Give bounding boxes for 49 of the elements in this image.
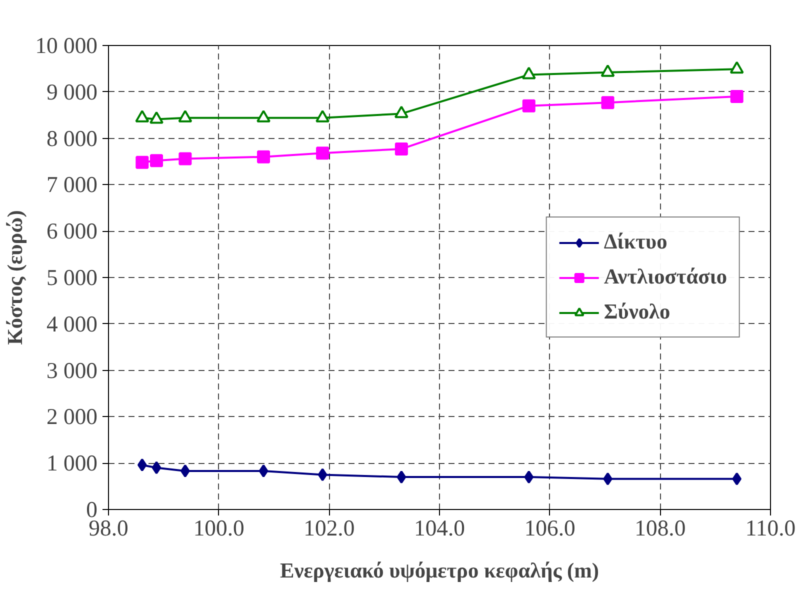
point — [150, 154, 163, 168]
point — [522, 99, 536, 112]
point — [256, 110, 271, 122]
point — [318, 468, 328, 482]
point — [135, 110, 150, 122]
point — [178, 152, 192, 166]
x-tick-label: 106.0 — [524, 516, 576, 540]
point — [180, 464, 190, 478]
x-axis-title: Ενεργειακό υψόμετρο κεφαλής (m) — [280, 558, 600, 582]
y-tick-label: 6 000 — [46, 218, 98, 244]
legend-label: Αντλιοστάσιο — [604, 264, 727, 290]
point — [601, 96, 614, 110]
y-tick-label: 7 000 — [46, 172, 98, 198]
point — [394, 142, 408, 156]
point — [136, 156, 149, 169]
point — [178, 110, 192, 122]
point — [603, 472, 612, 486]
point — [730, 61, 744, 74]
point — [396, 470, 406, 484]
point — [257, 150, 270, 164]
point — [316, 146, 330, 160]
y-tick-label: 10 000 — [35, 33, 98, 58]
x-tick-label: 100.0 — [193, 516, 244, 540]
point — [149, 111, 164, 124]
point — [600, 64, 615, 77]
y-tick-label: 5 000 — [46, 265, 98, 290]
x-tick-label: 102.0 — [304, 516, 355, 540]
point — [730, 90, 744, 104]
point — [732, 472, 742, 486]
x-tick-label: 110.0 — [745, 516, 796, 540]
y-tick-label: 4 000 — [46, 311, 98, 336]
point — [394, 106, 408, 118]
point — [522, 66, 536, 80]
legend-label: Σύνολο — [604, 300, 670, 324]
y-tick-label: 1 000 — [46, 450, 98, 476]
y-tick-label: 0 — [86, 497, 98, 522]
point — [152, 461, 162, 474]
x-tick-label: 104.0 — [414, 516, 465, 540]
point — [524, 470, 534, 484]
y-tick-label: 8 000 — [46, 126, 98, 151]
y-axis-title: Κόστος (ευρώ) — [3, 210, 28, 345]
x-tick-label: 108.0 — [634, 516, 686, 540]
point — [137, 458, 147, 472]
point — [258, 464, 268, 478]
y-tick-label: 9 000 — [46, 79, 98, 104]
y-tick-label: 2 000 — [46, 404, 98, 430]
point — [316, 110, 330, 122]
legend-label: Δίκτυο — [604, 230, 668, 254]
y-tick-label: 3 000 — [46, 358, 98, 383]
